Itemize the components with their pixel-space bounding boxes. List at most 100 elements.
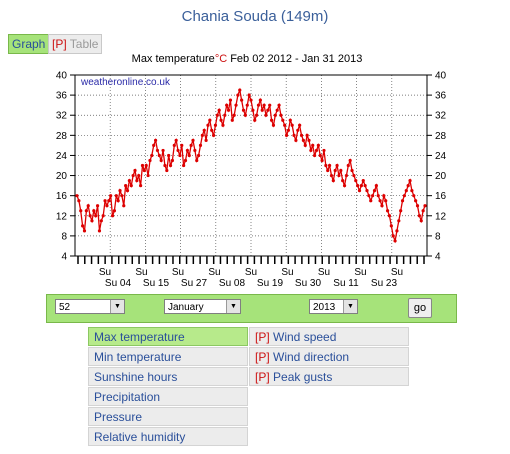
menu-item-wind-direction[interactable]: [P] Wind direction: [249, 347, 409, 366]
data-point: [243, 113, 247, 117]
data-point: [316, 143, 320, 147]
data-point: [374, 184, 378, 188]
month-value: January: [168, 302, 204, 313]
data-point: [256, 103, 261, 107]
menu-item-precipitation[interactable]: Precipitation: [88, 387, 248, 406]
menu-item-min-temperature[interactable]: Min temperature: [88, 347, 248, 366]
data-point: [178, 153, 182, 158]
data-point: [81, 224, 85, 228]
menu-item-label: Peak gusts: [273, 370, 333, 384]
data-point: [298, 123, 302, 127]
data-point: [393, 239, 397, 243]
premium-marker: [P]: [255, 370, 270, 384]
data-point: [301, 138, 305, 142]
data-point: [236, 93, 240, 97]
data-point: [283, 123, 287, 127]
data-point: [415, 204, 420, 208]
table-label: Table: [69, 37, 99, 51]
y-tick-label-left: 24: [56, 151, 68, 162]
data-point: [277, 103, 281, 107]
data-point: [271, 123, 276, 127]
data-point: [168, 163, 173, 168]
y-tick-label-right: 32: [435, 111, 447, 122]
data-point: [228, 98, 233, 102]
data-point: [255, 113, 259, 117]
data-point: [356, 184, 360, 188]
data-point: [223, 113, 227, 117]
year-value: 2013: [313, 302, 336, 313]
data-point: [129, 184, 133, 188]
go-button[interactable]: go: [408, 298, 432, 318]
x-tick-label-lower: Su 19: [257, 278, 284, 289]
data-point: [290, 123, 294, 127]
data-point: [99, 219, 103, 223]
data-point: [303, 143, 307, 147]
data-point: [333, 168, 337, 173]
data-point: [391, 234, 395, 238]
data-point: [314, 148, 319, 153]
data-point: [348, 158, 352, 163]
data-point: [163, 163, 167, 168]
y-tick-label-left: 20: [56, 171, 68, 182]
data-point: [247, 93, 251, 97]
data-point: [77, 199, 81, 203]
data-point: [399, 209, 403, 213]
data-point: [376, 194, 380, 198]
data-point: [245, 103, 249, 107]
y-tick-label-right: 36: [435, 91, 447, 102]
data-point: [371, 194, 375, 198]
menu-item-wind-speed[interactable]: [P] Wind speed: [249, 327, 409, 346]
data-point: [210, 128, 214, 132]
data-point: [279, 113, 283, 117]
data-point: [344, 173, 349, 178]
data-point: [258, 98, 262, 102]
data-point: [124, 184, 128, 188]
data-point: [273, 113, 277, 117]
menu-item-peak-gusts[interactable]: [P] Peak gusts: [249, 367, 409, 386]
menu-item-sunshine-hours[interactable]: Sunshine hours: [88, 367, 248, 386]
y-tick-label-right: 12: [435, 211, 447, 222]
data-point: [311, 143, 315, 147]
count-select[interactable]: 52 ▼: [55, 299, 125, 314]
data-point: [219, 118, 223, 122]
plot-frame: [74, 74, 428, 257]
data-point: [241, 108, 246, 112]
data-point: [384, 199, 388, 203]
year-select[interactable]: 2013 ▼: [309, 299, 358, 314]
data-point: [284, 133, 289, 137]
tab-table[interactable]: [P] Table: [48, 34, 103, 54]
x-tick-label-lower: Su 27: [181, 278, 208, 289]
data-point: [313, 153, 317, 158]
data-point: [109, 194, 113, 198]
data-point: [112, 209, 117, 213]
data-point: [122, 204, 126, 208]
data-point: [408, 178, 412, 183]
data-point: [260, 108, 264, 112]
data-point: [161, 148, 165, 153]
x-tick-label-upper: Su: [318, 267, 330, 278]
data-point: [404, 189, 408, 193]
data-point: [309, 148, 313, 153]
data-point: [125, 189, 130, 193]
month-select[interactable]: January ▼: [164, 299, 241, 314]
data-point: [84, 209, 88, 213]
data-point: [82, 229, 87, 233]
data-point: [262, 103, 266, 107]
dropdown-arrow-icon: ▼: [226, 300, 240, 313]
dropdown-arrow-icon: ▼: [343, 300, 357, 313]
chart-title-unit: °C: [215, 53, 227, 65]
data-point: [251, 108, 255, 112]
chart-title: Max temperature°C Feb 02 2012 - Jan 31 2…: [132, 53, 363, 65]
chart-area: Max temperature°C Feb 02 2012 - Jan 31 2…: [35, 47, 475, 292]
data-point: [318, 153, 322, 158]
data-point: [363, 184, 367, 188]
menu-item-max-temperature[interactable]: Max temperature: [88, 327, 248, 346]
data-point: [372, 189, 377, 193]
menu-item-relative-humidity[interactable]: Relative humidity: [88, 427, 248, 446]
menu-item-pressure[interactable]: Pressure: [88, 407, 248, 426]
menu-item-label: Wind speed: [273, 330, 337, 344]
data-point: [266, 108, 270, 112]
data-point: [135, 178, 139, 183]
data-point: [327, 163, 332, 168]
data-point: [400, 199, 405, 203]
